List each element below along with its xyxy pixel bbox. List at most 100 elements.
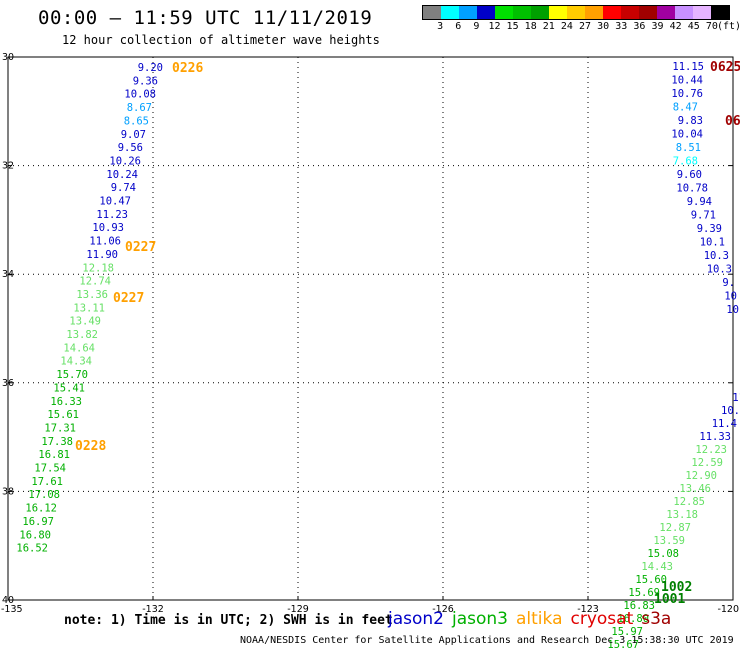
swh-value: 9.74 [111,182,136,194]
swh-value: 15.08 [647,548,679,560]
swh-value: 12.59 [691,457,723,469]
scale-tick-label: 30 [597,21,610,32]
swh-value: 13.11 [73,302,105,314]
swh-value: 16.80 [617,613,649,625]
color-scale-unit: (ft) [717,21,740,32]
swh-value: 10.24 [106,169,138,181]
lat-label: 34 [2,269,14,280]
swh-value: 15.97 [611,626,643,638]
swh-value: 7.68 [673,156,698,168]
scale-swatch-13 [657,6,675,19]
scale-swatch-4 [495,6,513,19]
swh-value: 9.36 [133,75,158,87]
swh-value: 17.31 [44,422,76,434]
swh-value: 17.08 [28,489,60,501]
scale-swatch-1 [441,6,459,19]
swh-value: 15.41 [53,382,85,394]
swh-value: 17.61 [31,476,63,488]
swh-value: 12.74 [79,276,111,288]
pass-time-label: 1001 [654,592,685,607]
map-axis-labels: 30 32 34 36 38 40-135 -132 -129 -126 -123 -120 [1,52,739,615]
swh-value: 10.08 [124,89,156,101]
swh-value: 16.80 [19,529,51,541]
swh-value: 17.38 [41,436,73,448]
swh-value: 10.3 [707,264,732,276]
swh-value: 16.52 [16,543,48,555]
swh-value: 11.90 [86,249,118,261]
lon-label: -132 [142,604,164,615]
swh-value: 10.78 [676,183,708,195]
lon-label: -120 [717,604,739,615]
scale-tick-label: 33 [615,21,628,32]
swh-value: 9.07 [121,129,146,141]
pass-time-label: 1002 [661,580,692,595]
swh-value: 10.1 [700,237,725,249]
scale-swatch-9 [585,6,603,19]
legend-item-altika: altika [516,609,563,629]
scale-tick-label: 6 [455,21,462,32]
swh-value: 9.39 [697,223,722,235]
scale-swatch-15 [693,6,711,19]
pass-time-label: 0227 [113,291,144,306]
footnote: note: 1) Time is in UTC; 2) SWH is in fe… [64,613,393,628]
track-right-track-south: 1110.11.411.3312.2312.5912.9013.4612.851… [607,392,740,650]
scale-tick-label: 36 [633,21,646,32]
swh-value: 10. [721,405,740,417]
swh-value: 11.4 [712,418,737,430]
swh-value: 12.23 [695,444,727,456]
swh-value: 11 [732,392,740,404]
satellite-legend: jason2 jason3 altika cryosat s3a [388,609,679,629]
swh-value: 13.18 [666,509,698,521]
swh-value: 16.97 [22,516,54,528]
legend-item-jason2: jason2 [388,609,444,629]
swh-value: 13.36 [76,289,108,301]
map-title: 00:00 — 11:59 UTC 11/11/2019 [38,7,373,29]
pass-time-label: 0227 [125,240,156,255]
lon-label: -129 [287,604,309,615]
scale-tick-label: 70 [705,21,718,32]
swh-value: 11.23 [96,209,128,221]
legend-item-s3a: s3a [641,609,672,629]
lat-label: 40 [2,595,14,606]
swh-value: 13.59 [653,535,685,547]
scale-tick-label: 27 [579,21,592,32]
swh-value: 12.90 [685,470,717,482]
scale-swatch-7 [549,6,567,19]
scale-tick-label: 9 [473,21,480,32]
swh-value: 10.76 [671,88,703,100]
swh-value: 13.82 [66,329,98,341]
lat-label: 30 [2,52,14,63]
swh-value: 15.70 [56,369,88,381]
swh-value: 14.34 [60,356,92,368]
map-subtitle: 12 hour collection of altimeter wave hei… [62,33,380,47]
swh-value: 10.93 [92,222,124,234]
scale-swatch-12 [639,6,657,19]
scale-swatch-2 [459,6,477,19]
swh-value: 14.64 [63,342,95,354]
lon-label: -135 [1,604,23,615]
map-grid [7,56,734,601]
swh-value: 11.15 [672,61,704,73]
swh-value: 16.81 [38,449,70,461]
swh-value: 13.46 [679,483,711,495]
swh-value: 9.60 [677,169,702,181]
swh-value: 9.56 [118,142,143,154]
swh-value: 11.33 [699,431,731,443]
swh-value: 11.06 [89,236,121,248]
swh-value: 15.69 [628,587,660,599]
swh-value: 9.83 [678,115,703,127]
lat-label: 38 [2,486,14,497]
scale-tick-label: 3 [437,21,444,32]
swh-value: 10 [726,304,739,316]
scale-tick-label: 12 [488,21,501,32]
scale-swatch-16 [711,6,729,19]
scale-tick-label: 42 [669,21,682,32]
scale-swatch-3 [477,6,495,19]
swh-value: 12.87 [659,522,691,534]
swh-value: 8.65 [124,115,149,127]
scale-swatch-14 [675,6,693,19]
swh-value: 16.83 [623,600,655,612]
scale-tick-label: 18 [524,21,537,32]
scale-swatch-11 [621,6,639,19]
